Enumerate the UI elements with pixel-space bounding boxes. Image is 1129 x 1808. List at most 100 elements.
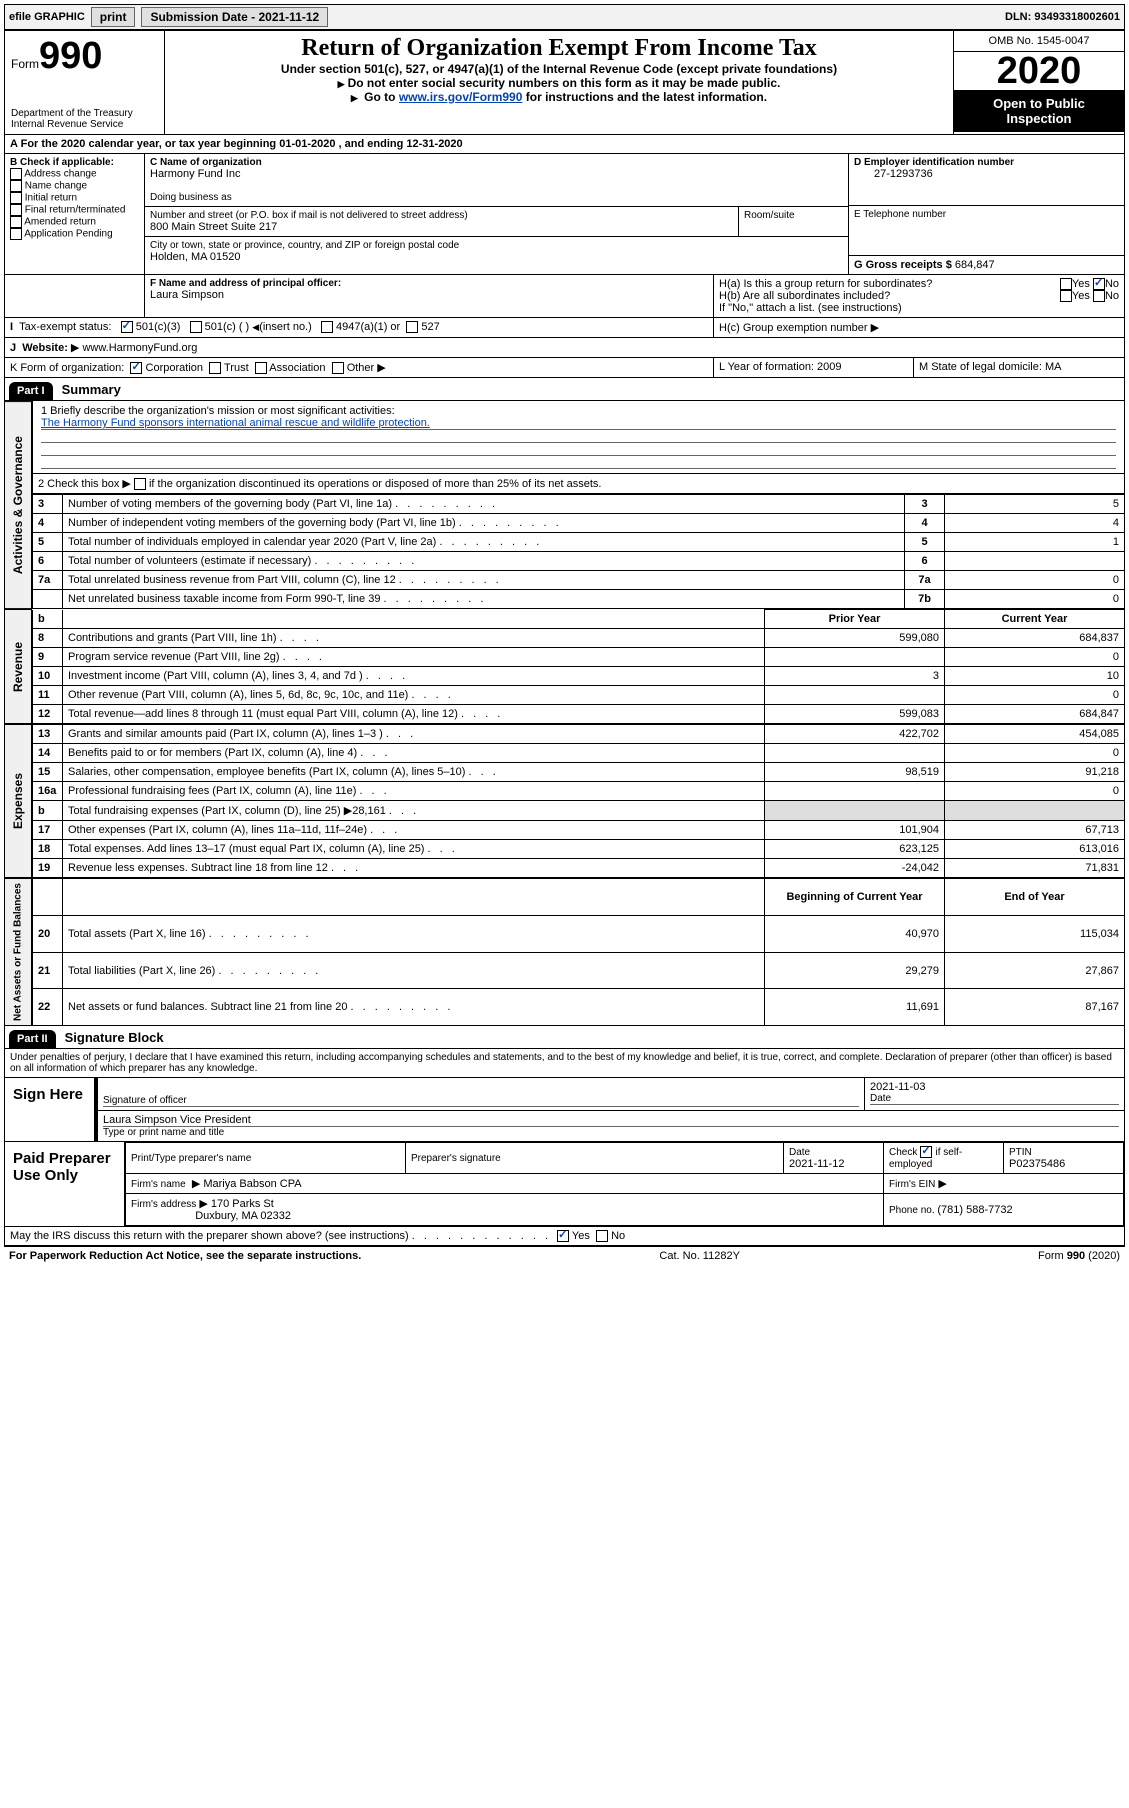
discuss-label: May the IRS discuss this return with the… [10, 1230, 409, 1242]
preparer-block: Paid Preparer Use Only Print/Type prepar… [4, 1142, 1125, 1227]
table-row: 18Total expenses. Add lines 13–17 (must … [33, 840, 1125, 859]
tax-status-label: Tax-exempt status: [19, 321, 111, 333]
topbar: efile GRAPHIC print Submission Date - 20… [4, 4, 1125, 30]
line2-text: if the organization discontinued its ope… [149, 478, 602, 490]
room-label: Room/suite [744, 210, 843, 221]
dept-treasury: Department of the Treasury [11, 108, 158, 119]
public-inspection: Open to Public Inspection [954, 90, 1124, 132]
501c3-checkbox[interactable] [121, 321, 133, 333]
trust-checkbox[interactable] [209, 362, 221, 374]
sig-officer-label: Signature of officer [103, 1095, 859, 1107]
prior-year-header: Prior Year [765, 610, 945, 629]
irs-link[interactable]: www.irs.gov/Form990 [399, 90, 523, 104]
part1-badge: Part I [9, 382, 53, 400]
table-row: 3Number of voting members of the governi… [33, 495, 1125, 514]
form-number: Form990 [11, 35, 158, 78]
527-checkbox[interactable] [406, 321, 418, 333]
other-checkbox[interactable] [332, 362, 344, 374]
checkbox-row: Address change [10, 168, 139, 180]
submission-date-button[interactable]: Submission Date - 2021-11-12 [141, 7, 328, 27]
prep-sig-label: Preparer's signature [411, 1153, 501, 1164]
form-subtitle: Under section 501(c), 527, or 4947(a)(1)… [175, 62, 943, 76]
revenue-section: Revenue b Prior Year Current Year 8Contr… [4, 609, 1125, 724]
ha-yes-checkbox[interactable] [1060, 278, 1072, 290]
officer-label: F Name and address of principal officer: [150, 278, 708, 289]
table-row: 22Net assets or fund balances. Subtract … [33, 989, 1125, 1026]
firm-addr2: Duxbury, MA 02332 [195, 1210, 291, 1222]
hc-label: H(c) Group exemption number [719, 322, 868, 334]
expenses-table: 13Grants and similar amounts paid (Part … [32, 724, 1125, 878]
box-b-label: B Check if applicable: [10, 157, 139, 168]
discuss-no-checkbox[interactable] [596, 1230, 608, 1242]
hb-note: If "No," attach a list. (see instruction… [719, 302, 1119, 314]
hb-no-checkbox[interactable] [1093, 290, 1105, 302]
checkbox-initial[interactable] [10, 192, 22, 204]
self-employed-checkbox[interactable] [920, 1146, 932, 1158]
table-row: 8Contributions and grants (Part VIII, li… [33, 629, 1125, 648]
vtab-net: Net Assets or Fund Balances [4, 878, 32, 1026]
org-city: Holden, MA 01520 [150, 251, 843, 263]
table-row: 5Total number of individuals employed in… [33, 533, 1125, 552]
current-year-header: Current Year [945, 610, 1125, 629]
checkbox-pending[interactable] [10, 228, 22, 240]
org-name: Harmony Fund Inc [150, 168, 843, 180]
city-label: City or town, state or province, country… [150, 240, 843, 251]
sign-here-label: Sign Here [5, 1078, 95, 1141]
table-row: 16aProfessional fundraising fees (Part I… [33, 782, 1125, 801]
printed-name-label: Type or print name and title [103, 1127, 1119, 1138]
addr-label: Number and street (or P.O. box if mail i… [150, 210, 733, 221]
ptin-label: PTIN [1009, 1147, 1032, 1158]
ha-label: H(a) Is this a group return for subordin… [719, 278, 1060, 290]
begin-year-header: Beginning of Current Year [765, 879, 945, 916]
table-row: 13Grants and similar amounts paid (Part … [33, 725, 1125, 744]
ha-no-checkbox[interactable] [1093, 278, 1105, 290]
firm-addr-label: Firm's address [131, 1199, 196, 1210]
phone-label: E Telephone number [854, 209, 1119, 220]
hb-label: H(b) Are all subordinates included? [719, 290, 1060, 302]
part1-header-row: Part I Summary [4, 378, 1125, 401]
period-label-a: For the 2020 calendar year, or tax year … [21, 138, 280, 150]
table-row: 19Revenue less expenses. Subtract line 1… [33, 859, 1125, 878]
4947-checkbox[interactable] [321, 321, 333, 333]
checkbox-address[interactable] [10, 168, 22, 180]
table-row: 10Investment income (Part VIII, column (… [33, 667, 1125, 686]
preparer-table: Print/Type preparer's name Preparer's si… [125, 1142, 1124, 1226]
checkbox-final[interactable] [10, 204, 22, 216]
hb-yes-checkbox[interactable] [1060, 290, 1072, 302]
omb-number: OMB No. 1545-0047 [954, 31, 1124, 52]
period-row: A For the 2020 calendar year, or tax yea… [4, 135, 1125, 154]
table-row: 14Benefits paid to or for members (Part … [33, 744, 1125, 763]
fh-block: F Name and address of principal officer:… [4, 275, 1125, 318]
org-name-label: C Name of organization [150, 157, 843, 168]
line2-checkbox[interactable] [134, 478, 146, 490]
line2-label: 2 Check this box [38, 478, 119, 490]
year-formation-label: L Year of formation: [719, 361, 817, 373]
ein-value: 27-1293736 [854, 168, 1119, 180]
page-footer: For Paperwork Reduction Act Notice, see … [4, 1246, 1125, 1265]
governance-rows: 3Number of voting members of the governi… [32, 494, 1125, 609]
discuss-yes-checkbox[interactable] [557, 1230, 569, 1242]
prep-date: 2021-11-12 [789, 1158, 844, 1170]
preparer-title: Paid Preparer Use Only [5, 1142, 125, 1226]
dba-label: Doing business as [150, 192, 843, 203]
table-row: 12Total revenue—add lines 8 through 11 (… [33, 705, 1125, 724]
mission-text[interactable]: The Harmony Fund sponsors international … [41, 417, 1116, 430]
assoc-checkbox[interactable] [255, 362, 267, 374]
form-title: Return of Organization Exempt From Incom… [175, 35, 943, 62]
gross-label: G Gross receipts $ [854, 259, 955, 271]
501c-checkbox[interactable] [190, 321, 202, 333]
form-header: Form990 Department of the Treasury Inter… [4, 30, 1125, 135]
checkbox-amended[interactable] [10, 216, 22, 228]
table-row: 6Total number of volunteers (estimate if… [33, 552, 1125, 571]
tax-year: 2020 [954, 52, 1124, 90]
officer-printed-name: Laura Simpson Vice President [103, 1114, 1119, 1127]
dept-irs: Internal Revenue Service [11, 119, 158, 130]
year-formation: 2009 [817, 361, 841, 373]
activities-section: Activities & Governance 1 Briefly descri… [4, 401, 1125, 609]
note-ssn: Do not enter social security numbers on … [175, 76, 943, 90]
checkbox-name[interactable] [10, 180, 22, 192]
print-button[interactable]: print [91, 7, 136, 27]
corp-checkbox[interactable] [130, 362, 142, 374]
table-row: 11Other revenue (Part VIII, column (A), … [33, 686, 1125, 705]
website-value: www.HarmonyFund.org [82, 342, 197, 354]
